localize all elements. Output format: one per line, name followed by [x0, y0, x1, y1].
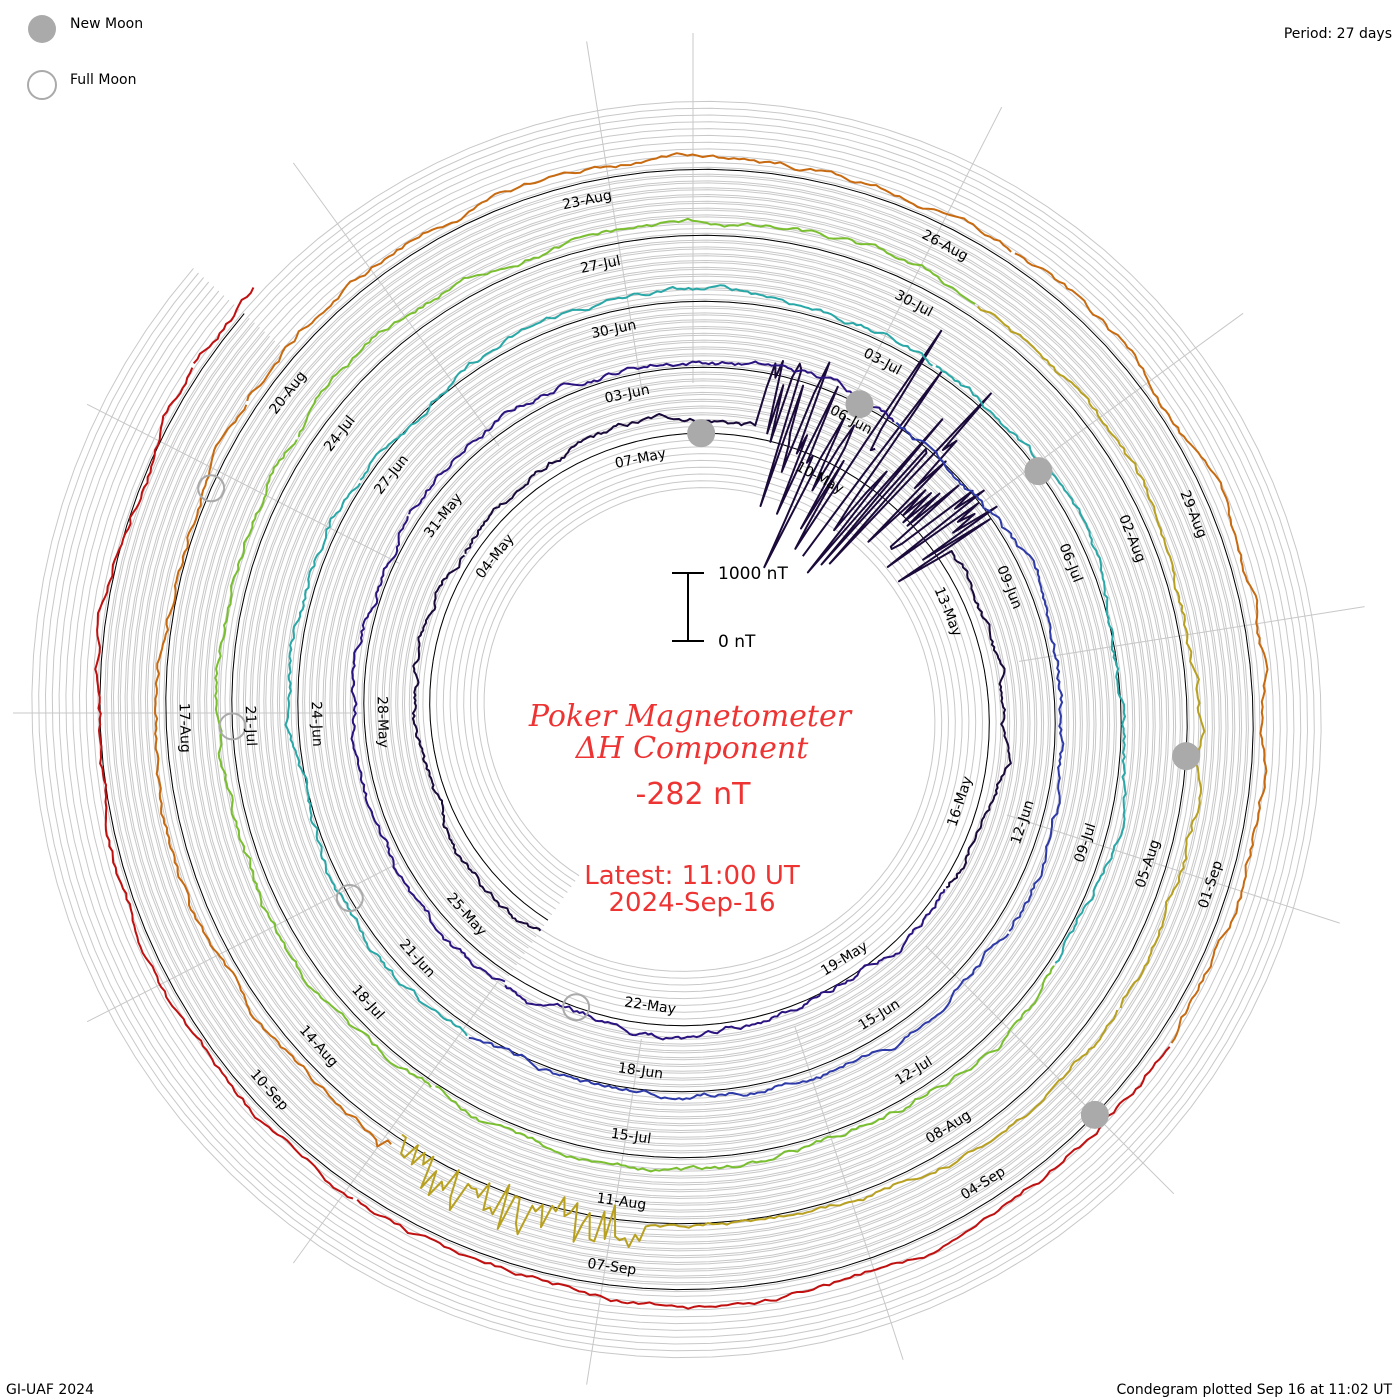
grid-spoke — [925, 945, 1175, 1195]
date-label: 22-May — [623, 994, 677, 1017]
grid-spoke — [586, 41, 642, 388]
legend: New Moon Full Moon — [27, 15, 143, 100]
series-line — [94, 367, 354, 1200]
series-line — [468, 933, 1010, 1101]
new-moon-icon — [687, 419, 716, 448]
grid-spiral — [126, 195, 1227, 1264]
new-moon-legend-label: New Moon — [70, 16, 143, 32]
grid-spiral — [58, 128, 1295, 1331]
date-label: 12-Jul — [892, 1054, 935, 1089]
current-value: -282 nT — [636, 777, 752, 812]
series-line — [359, 284, 934, 481]
series-line — [801, 371, 1012, 889]
grid-spoke — [86, 403, 400, 564]
grid-spiral — [153, 223, 1200, 1236]
full-moon-icon — [218, 712, 247, 741]
grid-spoke — [1006, 814, 1340, 924]
new-moon-icon — [1172, 742, 1201, 771]
grid-spiral — [65, 134, 1288, 1325]
scale-bar-top-label: 1000 nT — [718, 564, 788, 584]
date-label: 28-May — [374, 696, 392, 748]
moon-phase-markers — [197, 390, 1201, 1129]
grid-spiral — [140, 209, 1213, 1250]
grid-spiral — [51, 121, 1302, 1338]
grid-spoke — [1018, 606, 1365, 662]
series-line — [214, 439, 432, 1088]
date-label: 09-Jun — [993, 563, 1025, 611]
grid-spiral — [72, 141, 1281, 1318]
grid-spoke — [959, 312, 1244, 520]
grid-spiral — [106, 175, 1247, 1284]
footer-credit: GI-UAF 2024 — [6, 1382, 94, 1398]
series-line — [895, 421, 1065, 932]
series-line — [1014, 252, 1269, 1044]
series-line — [408, 360, 895, 515]
grid-spiral — [78, 148, 1275, 1311]
series-line — [400, 1009, 1119, 1249]
period-label: Period: 27 days — [1284, 26, 1392, 42]
series-line — [297, 217, 976, 438]
chart-title-line1: Poker Magnetometer — [528, 699, 853, 734]
date-label: 24-Jun — [308, 701, 325, 747]
series-line — [504, 888, 946, 1041]
grid-spiral — [38, 107, 1315, 1352]
date-label: 21-Jul — [242, 705, 259, 746]
scale-bar: 1000 nT 0 nT — [672, 564, 788, 652]
date-label: 05-Aug — [1133, 838, 1164, 890]
full-moon-icon — [562, 993, 591, 1022]
grid-spiral — [133, 202, 1220, 1257]
date-label: 18-Jun — [617, 1060, 664, 1082]
date-label: 19-May — [818, 938, 870, 979]
series-line — [284, 482, 468, 1037]
footer-plot-time: Condegram plotted Sep 16 at 11:02 UT — [1116, 1382, 1392, 1398]
series-line — [435, 965, 1055, 1173]
grid-spiral — [112, 182, 1241, 1277]
grid-spoke — [292, 162, 500, 447]
full-moon-legend-label: Full Moon — [70, 72, 136, 88]
series-line — [411, 554, 542, 932]
grid-spiral — [85, 155, 1268, 1304]
series-line — [246, 152, 1012, 402]
date-label: 11-Aug — [596, 1190, 648, 1213]
grid-spiral — [44, 114, 1309, 1345]
series-line — [464, 329, 943, 569]
spiral-grid — [13, 33, 1365, 1385]
series-line — [192, 287, 255, 365]
series-line — [356, 1046, 1171, 1310]
grid-spiral — [119, 189, 1234, 1270]
date-label: 17-Aug — [176, 703, 193, 753]
grid-spoke — [794, 1026, 904, 1360]
new-moon-icon — [1080, 1100, 1109, 1129]
new-moon-icon — [1024, 457, 1053, 486]
new-moon-legend-icon — [28, 15, 56, 43]
date-label: 25-May — [443, 890, 489, 939]
grid-spiral — [146, 216, 1207, 1243]
series-line — [154, 404, 392, 1148]
series-line — [976, 305, 1206, 1009]
series-line — [935, 365, 1127, 964]
grid-spiral — [31, 100, 1322, 1359]
full-moon-legend-icon — [27, 70, 57, 100]
scale-bar-bottom-label: 0 nT — [718, 632, 756, 652]
date-label: 10-May — [793, 459, 846, 498]
grid-spoke — [842, 106, 1003, 420]
series-line — [350, 516, 506, 983]
date-label: 07-Sep — [586, 1256, 637, 1279]
latest-date: 2024-Sep-16 — [608, 888, 775, 918]
latest-time: Latest: 11:00 UT — [584, 861, 800, 891]
date-label: 15-Jul — [610, 1126, 652, 1148]
new-moon-icon — [845, 390, 874, 419]
full-moon-icon — [197, 474, 226, 503]
data-series — [94, 152, 1269, 1310]
date-label: 27-Jul — [579, 253, 622, 277]
grid-spoke — [86, 862, 400, 1023]
full-moon-icon — [335, 884, 364, 913]
grid-spoke — [292, 979, 500, 1264]
chart-title-line2: ΔH Component — [575, 731, 809, 766]
